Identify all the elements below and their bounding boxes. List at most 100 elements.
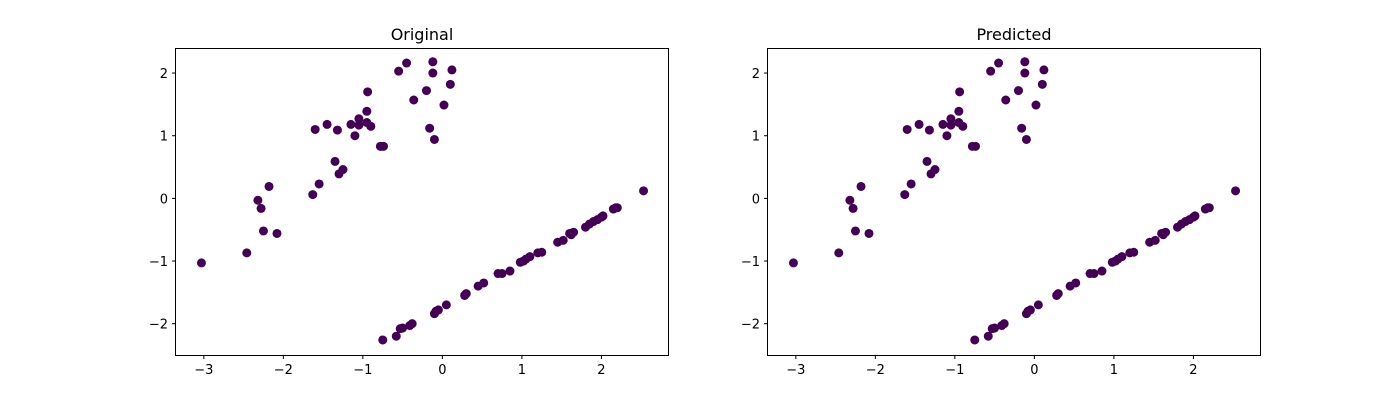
scatter-point: [332, 125, 342, 135]
scatter-point: [433, 305, 443, 315]
scatter-point: [954, 106, 964, 116]
scatter-point: [308, 190, 318, 200]
scatter-point: [256, 203, 266, 213]
scatter-point: [1031, 100, 1041, 110]
y-tick-label: −2: [741, 318, 760, 333]
scatter-point: [264, 181, 274, 191]
scatter-point: [845, 195, 855, 205]
scatter-point: [354, 120, 364, 130]
scatter-point: [525, 252, 535, 262]
scatter-point: [441, 300, 451, 310]
y-tick-label: 1: [752, 130, 760, 145]
scatter-point: [445, 79, 455, 89]
scatter-point: [428, 57, 438, 67]
scatter-point: [242, 248, 252, 258]
scatter-point: [429, 134, 439, 144]
x-tick-label: 0: [1030, 363, 1038, 378]
scatter-point: [902, 124, 912, 134]
scatter-point: [398, 323, 408, 333]
x-tick-label: 1: [1110, 363, 1118, 378]
scatter-point: [421, 86, 431, 96]
scatter-point: [558, 235, 568, 245]
scatter-point: [930, 165, 940, 175]
scatter-point: [497, 269, 507, 279]
scatter-point: [1020, 57, 1030, 67]
scatter-point: [598, 211, 608, 221]
scatter-point: [253, 195, 263, 205]
scatter-point: [314, 179, 324, 189]
scatter-point: [346, 119, 356, 129]
scatter-point: [1203, 203, 1213, 213]
scatter-point: [362, 118, 372, 128]
chart-title-predicted: Predicted: [976, 25, 1051, 44]
y-tick-label: 0: [752, 192, 760, 207]
x-tick-label: 2: [597, 363, 605, 378]
scatter-point: [1037, 79, 1047, 89]
plot-area-predicted: −3 −2 −1 0 1 2 −2 −1 0 1 2: [741, 57, 1241, 378]
y-tick-label: 2: [752, 67, 760, 82]
scatter-point: [461, 289, 471, 299]
scatter-point: [946, 114, 956, 124]
scatter-point: [1097, 266, 1107, 276]
scatter-point: [402, 58, 412, 68]
scatter-point: [900, 190, 910, 200]
scatter-point: [362, 106, 372, 116]
scatter-point: [439, 100, 449, 110]
x-tick-label: 2: [1189, 363, 1197, 378]
y-tick-label: −1: [741, 255, 760, 270]
scatter-point: [1017, 123, 1027, 133]
subplot-original: Original: [175, 25, 669, 356]
scatter-point: [970, 335, 980, 345]
scatter-point: [391, 331, 401, 341]
x-tick-label: 1: [518, 363, 526, 378]
scatter-point: [906, 179, 916, 189]
scatter-point: [994, 58, 1004, 68]
scatter-point: [938, 119, 948, 129]
scatter-point: [394, 66, 404, 76]
scatter-point: [409, 95, 419, 105]
plot-area-original: −3 −2 −1 0 1 2 −2 −1 0 1 2: [149, 57, 649, 378]
scatter-point: [405, 321, 415, 331]
scatter-point: [1001, 95, 1011, 105]
scatter-point: [363, 87, 373, 97]
scatter-point: [350, 131, 360, 141]
scatter-point: [914, 119, 924, 129]
scatter-point: [1020, 68, 1030, 78]
scatter-point: [922, 156, 932, 166]
x-tick-label: −2: [866, 363, 885, 378]
scatter-point: [611, 203, 621, 213]
x-tick-label: −2: [274, 363, 293, 378]
scatter-point: [1033, 300, 1043, 310]
x-tick-label: −3: [786, 363, 805, 378]
scatter-point: [537, 247, 547, 257]
scatter-point: [196, 258, 206, 268]
x-tick-label: −3: [194, 363, 213, 378]
scatter-point: [322, 119, 332, 129]
scatter-point: [946, 120, 956, 130]
scatter-point: [1071, 278, 1081, 288]
scatter-point: [924, 125, 934, 135]
scatter-point: [639, 186, 649, 196]
scatter-point: [425, 123, 435, 133]
scatter-point: [997, 321, 1007, 331]
scatter-point: [565, 228, 575, 238]
scatter-point: [942, 131, 952, 141]
scatter-point: [1117, 252, 1127, 262]
scatter-point: [505, 266, 515, 276]
scatter-point: [848, 203, 858, 213]
scatter-point: [1129, 247, 1139, 257]
scatter-point: [1157, 228, 1167, 238]
scatter-point: [1231, 186, 1241, 196]
y-tick-label: 1: [160, 130, 168, 145]
scatter-point: [338, 165, 348, 175]
subplot-predicted: Predicted: [767, 25, 1261, 356]
scatter-point: [986, 66, 996, 76]
scatter-point: [428, 68, 438, 78]
x-tick-label: 0: [438, 363, 446, 378]
scatter-point: [379, 141, 389, 151]
y-tick-label: 2: [160, 67, 168, 82]
scatter-point: [856, 181, 866, 191]
y-tick-label: −1: [149, 255, 168, 270]
